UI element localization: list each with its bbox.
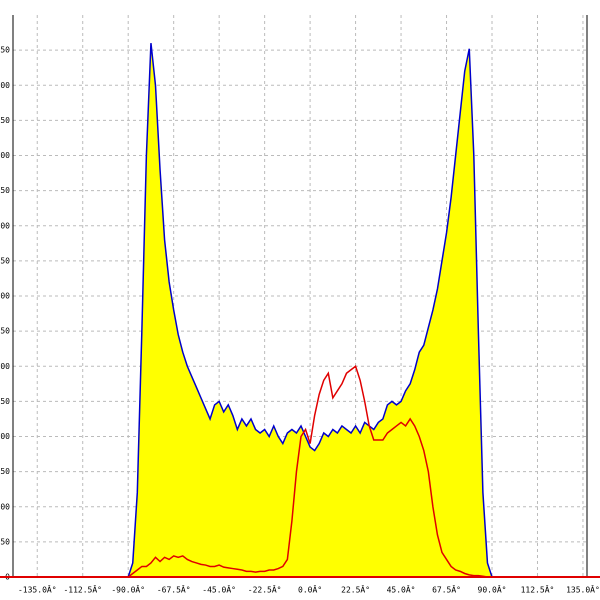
x-tick-label: 90.0Â°: [478, 584, 507, 595]
y-tick-label: 100: [0, 502, 10, 511]
series-line: [127, 365, 493, 578]
y-tick-label: 450: [0, 256, 10, 265]
x-tick-label: 112.5Â°: [521, 584, 555, 595]
y-tick-label: 650: [0, 116, 10, 125]
y-tick-label: 300: [0, 362, 10, 371]
y-tick-label: 200: [0, 432, 10, 441]
y-tick-label: 700: [0, 81, 10, 90]
x-tick-label: -90.0Â°: [111, 584, 145, 595]
y-tick-label: 550: [0, 186, 10, 195]
y-tick-label: 400: [0, 292, 10, 301]
x-tick-label: -135.0Â°: [18, 584, 57, 595]
x-tick-label: -22.5Â°: [248, 584, 282, 595]
y-tick-label: 150: [0, 467, 10, 476]
x-tick-label: -67.5Â°: [157, 584, 191, 595]
x-tick-label: -45.0Â°: [202, 584, 236, 595]
series-line: [127, 43, 493, 578]
y-tick-label: 500: [0, 221, 10, 230]
x-tick-label: 45.0Â°: [387, 584, 416, 595]
x-tick-label: 22.5Â°: [341, 584, 370, 595]
area-fill: [128, 43, 493, 578]
x-tick-label: 0.0Â°: [298, 584, 322, 595]
y-tick-label: 350: [0, 327, 10, 336]
x-tick-label: 67.5Â°: [432, 584, 461, 595]
y-tick-label: 250: [0, 397, 10, 406]
x-tick-label: 135.0Â°: [566, 584, 600, 595]
y-tick-label: 600: [0, 151, 10, 160]
x-tick-label: -112.5Â°: [63, 584, 102, 595]
y-tick-label: 750: [0, 46, 10, 55]
y-tick-label: 50: [0, 537, 10, 546]
